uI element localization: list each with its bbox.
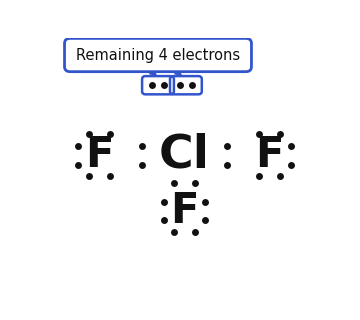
Text: Remaining 4 electrons: Remaining 4 electrons [76,48,240,63]
Text: Cl: Cl [159,133,210,178]
FancyBboxPatch shape [64,38,251,72]
Text: F: F [255,134,284,176]
Text: F: F [85,134,114,176]
Text: F: F [170,190,199,232]
